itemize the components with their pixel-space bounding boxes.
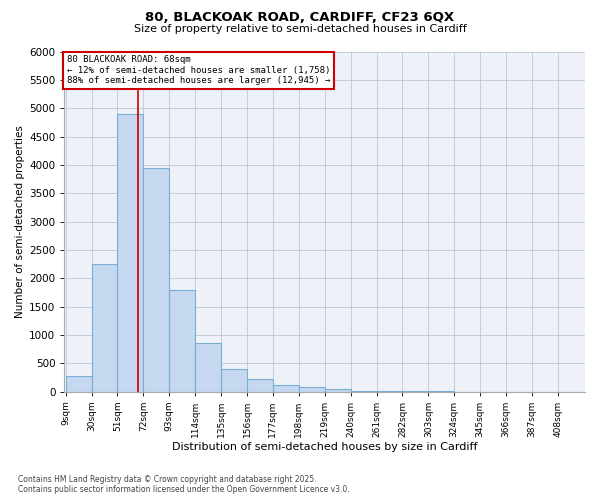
Y-axis label: Number of semi-detached properties: Number of semi-detached properties [15, 125, 25, 318]
Bar [65, 376, 92, 392]
Bar [350, 391, 377, 392]
Text: 80, BLACKOAK ROAD, CARDIFF, CF23 6QX: 80, BLACKOAK ROAD, CARDIFF, CF23 6QX [145, 11, 455, 24]
Bar [118, 114, 143, 392]
Bar [221, 369, 247, 392]
Bar [247, 379, 273, 392]
Bar [325, 388, 350, 392]
Text: 80 BLACKOAK ROAD: 68sqm
← 12% of semi-detached houses are smaller (1,758)
88% of: 80 BLACKOAK ROAD: 68sqm ← 12% of semi-de… [67, 56, 330, 86]
Text: Size of property relative to semi-detached houses in Cardiff: Size of property relative to semi-detach… [134, 24, 466, 34]
Bar [92, 264, 118, 392]
X-axis label: Distribution of semi-detached houses by size in Cardiff: Distribution of semi-detached houses by … [172, 442, 478, 452]
Bar [299, 388, 325, 392]
Bar [143, 168, 169, 392]
Bar [169, 290, 195, 392]
Bar [273, 386, 299, 392]
Text: Contains HM Land Registry data © Crown copyright and database right 2025.
Contai: Contains HM Land Registry data © Crown c… [18, 474, 350, 494]
Bar [195, 344, 221, 392]
